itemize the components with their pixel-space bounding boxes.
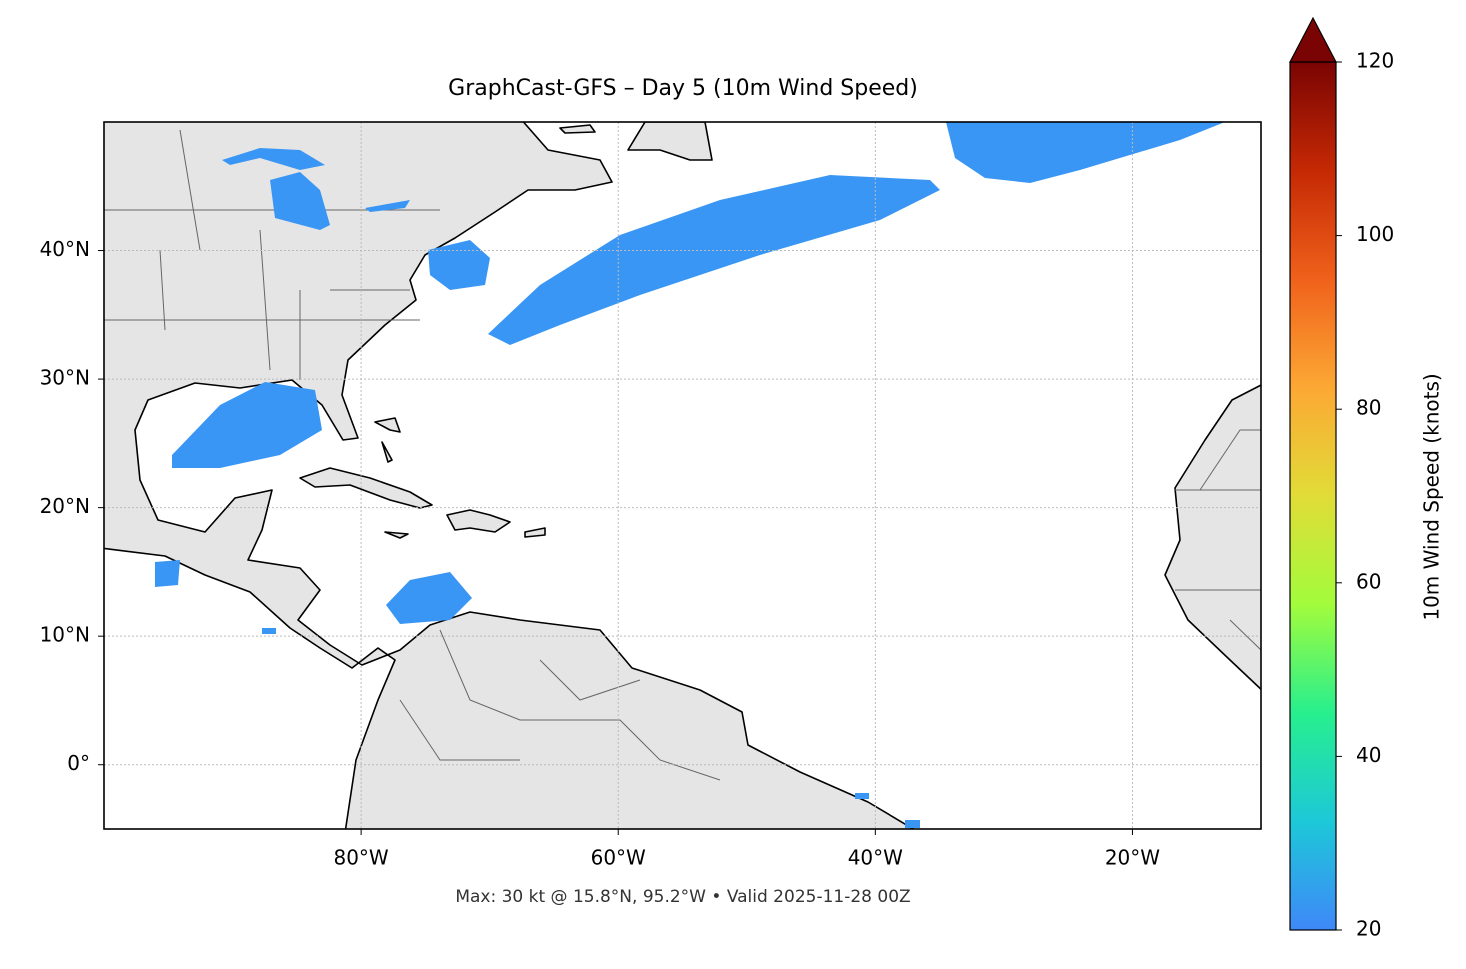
- y-tick-label: 20°N: [40, 494, 90, 518]
- y-tick-label: 40°N: [40, 237, 90, 261]
- africa: [1164, 384, 1261, 691]
- map-frame: [103, 121, 1262, 830]
- x-tick-label: 60°W: [591, 846, 646, 870]
- chart-title: GraphCast-GFS – Day 5 (10m Wind Speed): [448, 76, 918, 101]
- greenland-newfoundland: [559, 122, 713, 161]
- x-tick-label: 80°W: [333, 846, 388, 870]
- y-tick-label: 0°: [67, 751, 90, 775]
- colorbar-tick-label: 120: [1356, 49, 1394, 73]
- y-tick-label: 10°N: [40, 623, 90, 647]
- bahamas: [374, 417, 401, 463]
- colorbar-tick-label: 20: [1356, 917, 1381, 941]
- borders: [104, 129, 1261, 781]
- y-tick-label: 30°N: [40, 366, 90, 390]
- colorbar-tick-label: 80: [1356, 396, 1381, 420]
- colorbar-tick-label: 100: [1356, 222, 1394, 246]
- map-area: [104, 122, 1261, 829]
- colorbar-frame: [1289, 61, 1337, 931]
- colorbar-tick-label: 40: [1356, 743, 1381, 767]
- x-tick-label: 20°W: [1105, 846, 1160, 870]
- americas: [104, 122, 915, 829]
- colorbar-tick-label: 60: [1356, 569, 1381, 593]
- hispaniola: [384, 509, 546, 539]
- colorbar-label: 10m Wind Speed (knots): [1420, 373, 1444, 620]
- colorbar: [1290, 62, 1336, 930]
- wind-fields: [155, 122, 1225, 828]
- x-tick-label: 40°W: [848, 846, 903, 870]
- colorbar-extend: [1289, 16, 1337, 63]
- footer-note: Max: 30 kt @ 15.8°N, 95.2°W • Valid 2025…: [455, 887, 910, 907]
- cuba: [299, 467, 433, 509]
